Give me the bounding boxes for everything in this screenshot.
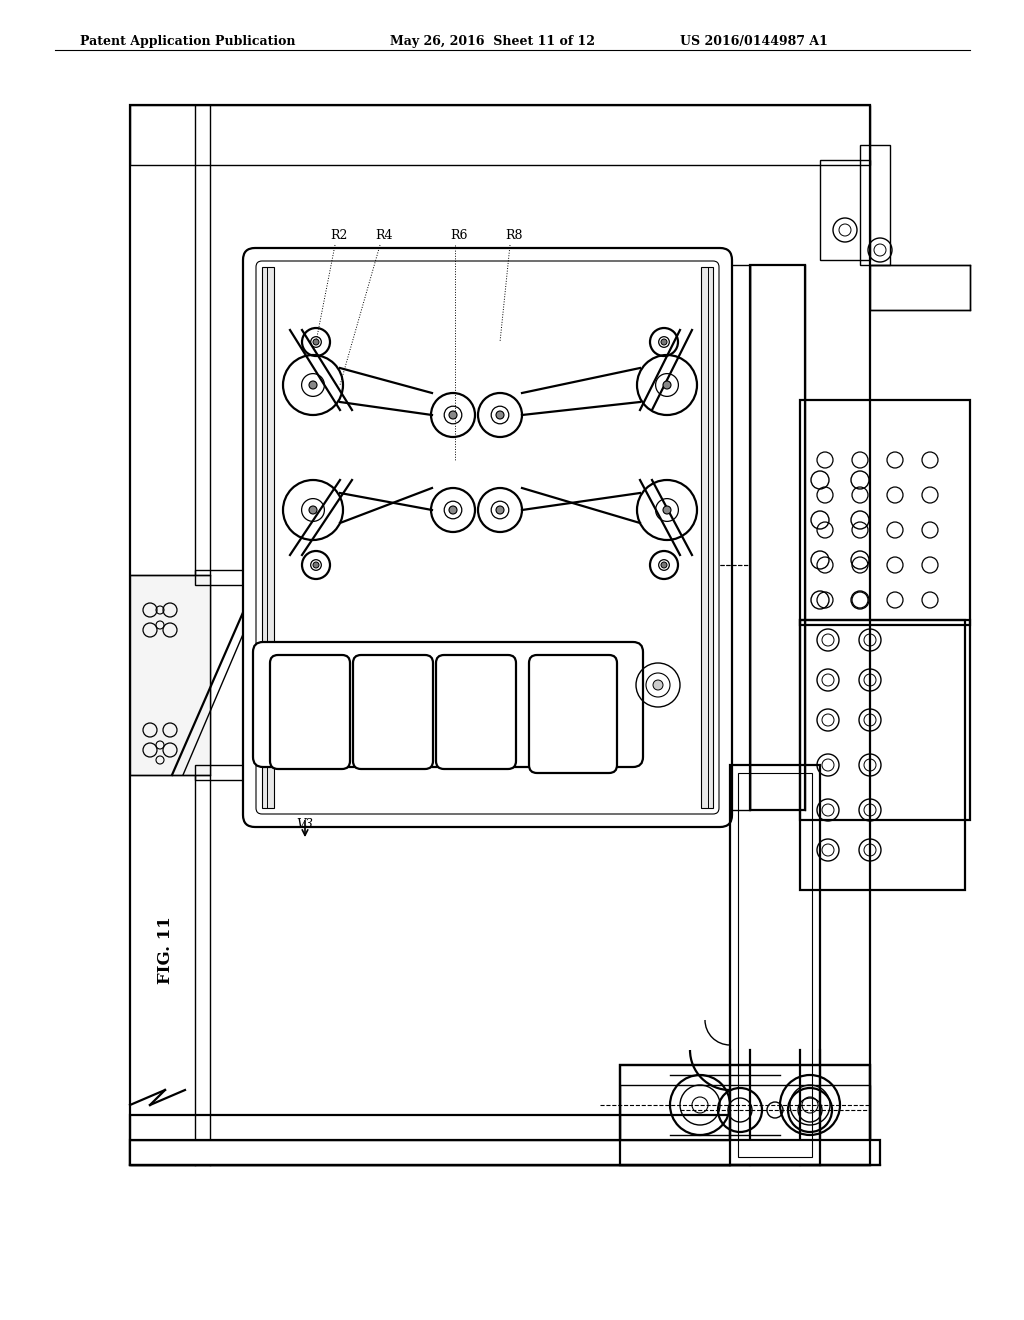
- Text: R2: R2: [330, 228, 347, 242]
- Circle shape: [662, 339, 667, 345]
- Circle shape: [496, 411, 504, 418]
- Bar: [870, 265, 970, 310]
- Text: May 26, 2016  Sheet 11 of 12: May 26, 2016 Sheet 11 of 12: [390, 36, 595, 48]
- Circle shape: [662, 562, 667, 568]
- Circle shape: [309, 506, 317, 513]
- Bar: [130, 1140, 880, 1166]
- Circle shape: [653, 680, 663, 690]
- FancyBboxPatch shape: [529, 655, 617, 774]
- Circle shape: [313, 339, 319, 345]
- Bar: [800, 400, 970, 624]
- Text: R1: R1: [288, 702, 303, 711]
- Bar: [730, 265, 750, 810]
- Circle shape: [449, 411, 457, 418]
- Bar: [860, 145, 890, 265]
- Bar: [620, 1065, 870, 1166]
- Text: V3: V3: [296, 818, 313, 832]
- Circle shape: [663, 381, 671, 389]
- Bar: [800, 620, 965, 890]
- Bar: [800, 620, 970, 820]
- Text: R7: R7: [552, 702, 567, 711]
- Bar: [130, 576, 210, 775]
- Text: FIG. 11: FIG. 11: [157, 916, 173, 983]
- Bar: [262, 267, 274, 808]
- Bar: [820, 160, 870, 260]
- Bar: [738, 774, 812, 1158]
- Circle shape: [309, 381, 317, 389]
- FancyBboxPatch shape: [436, 655, 516, 770]
- FancyBboxPatch shape: [253, 642, 643, 767]
- Bar: [730, 766, 820, 1166]
- Bar: [195, 766, 255, 780]
- FancyBboxPatch shape: [270, 655, 350, 770]
- Bar: [130, 1115, 730, 1166]
- Circle shape: [496, 506, 504, 513]
- Text: Patent Application Publication: Patent Application Publication: [80, 36, 296, 48]
- Bar: [130, 106, 870, 165]
- Bar: [130, 106, 870, 1166]
- FancyBboxPatch shape: [243, 248, 732, 828]
- Bar: [130, 1144, 730, 1166]
- Circle shape: [313, 562, 319, 568]
- Text: R3: R3: [371, 702, 386, 711]
- Circle shape: [663, 506, 671, 513]
- Bar: [701, 267, 713, 808]
- Text: R6: R6: [450, 228, 468, 242]
- Text: US 2016/0144987 A1: US 2016/0144987 A1: [680, 36, 827, 48]
- FancyBboxPatch shape: [353, 655, 433, 770]
- Bar: [620, 1085, 870, 1144]
- Text: R8: R8: [505, 228, 522, 242]
- Bar: [195, 570, 255, 585]
- Text: R5: R5: [454, 702, 469, 711]
- Bar: [750, 265, 805, 810]
- Circle shape: [449, 506, 457, 513]
- Text: R4: R4: [375, 228, 392, 242]
- Bar: [620, 1065, 870, 1166]
